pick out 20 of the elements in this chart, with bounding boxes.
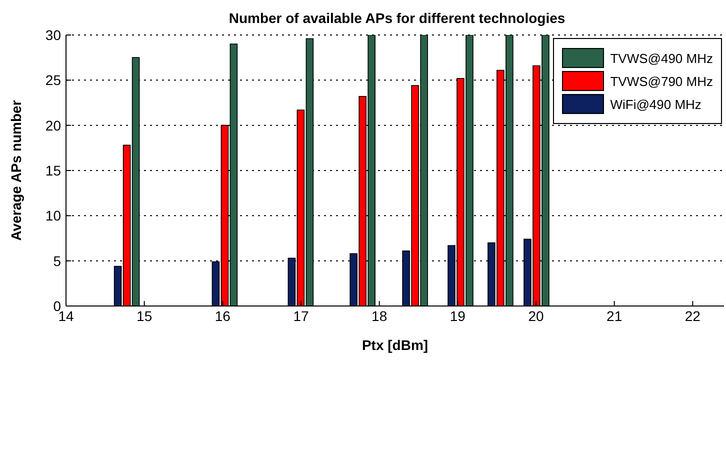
x-tick-label: 15 bbox=[136, 308, 152, 324]
x-tick-label: 17 bbox=[293, 308, 309, 324]
x-tick-label: 19 bbox=[450, 308, 466, 324]
y-tick-label: 30 bbox=[45, 26, 62, 43]
y-tick-label: 10 bbox=[45, 208, 62, 224]
legend-label: TVWS@490 MHz bbox=[610, 50, 713, 66]
x-tick-label: 18 bbox=[372, 308, 388, 324]
y-tick-label: 15 bbox=[45, 162, 62, 178]
chart-title: Number of available APs for different technologies bbox=[228, 10, 566, 26]
x-tick-label: 20 bbox=[528, 308, 544, 324]
x-axis-title: Ptx [dBm] bbox=[362, 337, 428, 353]
y-tick-label: 25 bbox=[45, 72, 62, 88]
x-tick-label: 16 bbox=[214, 308, 231, 324]
y-tick-label: 5 bbox=[53, 252, 62, 269]
x-tick-label: 22 bbox=[684, 308, 701, 324]
legend-label: TVWS@790 MHz bbox=[610, 74, 713, 88]
y-axis-title: Average APs number bbox=[8, 100, 24, 241]
x-tick-label: 21 bbox=[606, 308, 622, 324]
y-tick-label: 20 bbox=[45, 117, 62, 134]
legend-label: WiFi@490 MHz bbox=[610, 96, 702, 112]
